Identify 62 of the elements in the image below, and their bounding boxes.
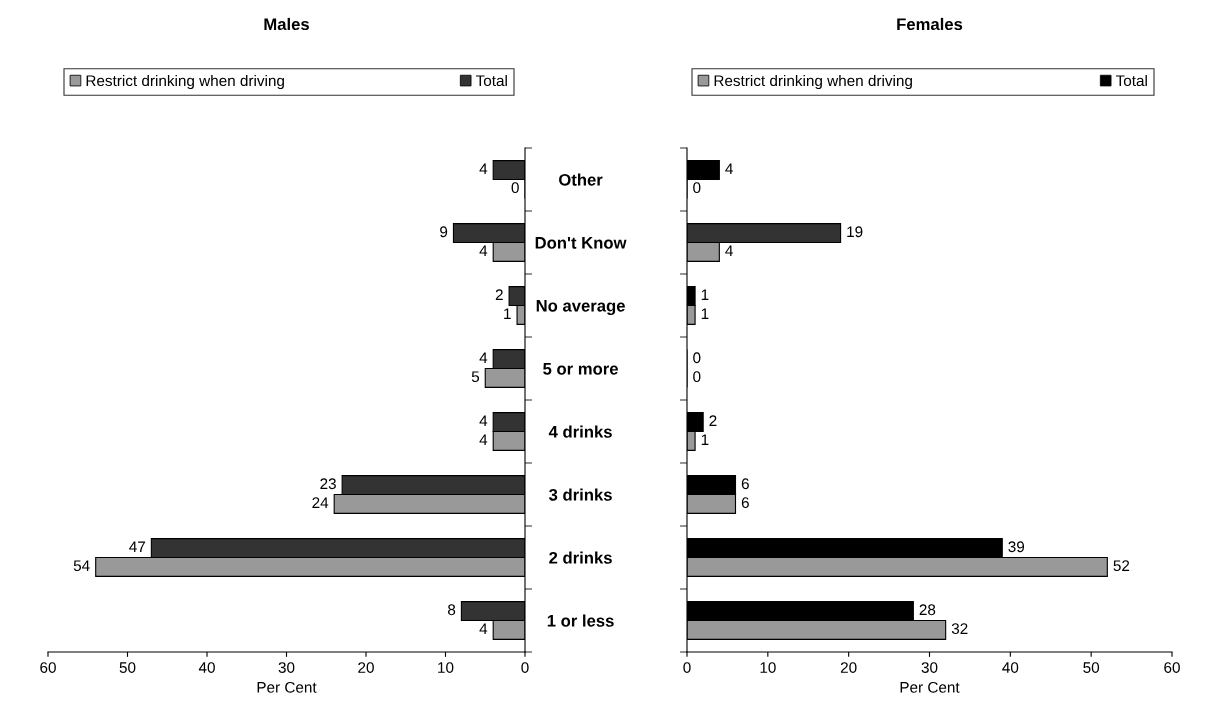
data-label: 4 <box>479 623 488 634</box>
data-label: 0 <box>693 371 701 383</box>
data-label: 4 <box>725 245 733 256</box>
x-tick-label: 50 <box>1083 662 1100 673</box>
data-label: 54 <box>73 560 90 572</box>
data-label: 23 <box>320 478 336 490</box>
x-tick-label: 60 <box>40 662 56 673</box>
data-label: 4 <box>479 163 488 174</box>
data-label: 9 <box>440 226 448 238</box>
y-tick-label: 1 or less <box>547 614 614 627</box>
x-tick-label: 10 <box>760 662 776 673</box>
x-tick-label: 60 <box>1164 662 1180 673</box>
legend-label: Restrict drinking when driving <box>86 74 284 90</box>
data-label: 4 <box>479 434 488 445</box>
data-label: 52 <box>1113 560 1130 572</box>
data-label: 5 <box>471 371 480 383</box>
y-tick-label: 4 drinks <box>548 425 612 438</box>
data-label: 28 <box>919 604 936 616</box>
x-axis-title: Per Cent <box>257 681 317 693</box>
x-tick-label: 10 <box>438 662 454 673</box>
y-tick-label: 2 drinks <box>549 551 612 564</box>
chart-title: Males <box>264 17 309 31</box>
x-tick-label: 0 <box>683 662 691 673</box>
x-tick-label: 40 <box>198 662 215 673</box>
x-tick-label: 20 <box>840 662 857 673</box>
data-label: 24 <box>312 497 329 508</box>
x-tick-label: 30 <box>921 662 938 673</box>
data-label: 4 <box>479 352 488 363</box>
data-label: 8 <box>448 604 456 616</box>
y-tick-label: No average <box>536 300 625 316</box>
data-label: 6 <box>741 478 749 490</box>
legend-label: Total <box>1115 74 1147 87</box>
chart-title: Females <box>897 17 963 31</box>
data-label: 0 <box>511 182 519 194</box>
data-label: 4 <box>479 245 488 256</box>
data-label: 4 <box>725 163 733 174</box>
data-label: 0 <box>693 182 701 194</box>
data-label: 32 <box>951 623 968 635</box>
y-tick-label: Don't Know <box>535 237 627 249</box>
legend-label: Total <box>475 74 507 87</box>
data-label: 19 <box>847 226 863 238</box>
data-label: 1 <box>701 434 709 445</box>
data-label: 2 <box>495 289 503 300</box>
x-tick-label: 40 <box>1002 662 1019 673</box>
y-tick-label: 5 or more <box>543 363 618 375</box>
x-tick-label: 30 <box>278 662 295 673</box>
x-tick-label: 0 <box>521 662 529 673</box>
x-tick-label: 50 <box>119 662 136 673</box>
data-label: 6 <box>741 497 749 509</box>
y-tick-label: Other <box>559 173 603 186</box>
data-label: 0 <box>693 352 701 364</box>
x-axis-title: Per Cent <box>900 681 960 693</box>
data-label: 1 <box>504 308 511 319</box>
data-label: 1 <box>701 289 709 300</box>
data-label: 39 <box>1008 541 1025 553</box>
data-label: 4 <box>479 415 488 426</box>
y-tick-label: 3 drinks <box>548 488 612 501</box>
x-tick-label: 20 <box>358 662 374 673</box>
data-label: 1 <box>701 308 709 319</box>
data-label: 47 <box>129 541 146 552</box>
data-label: 2 <box>709 415 717 426</box>
legend-label: Restrict drinking when driving <box>714 74 912 90</box>
